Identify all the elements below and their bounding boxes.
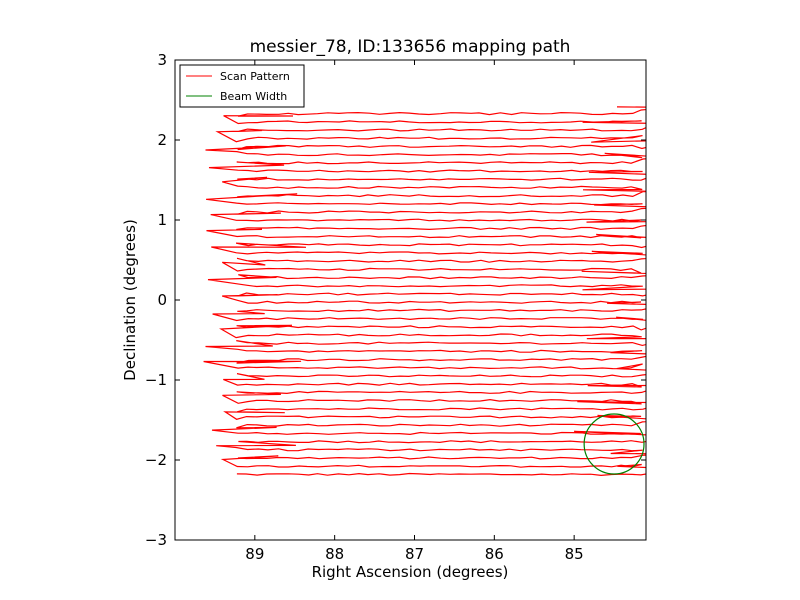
y-tick-label: −1 bbox=[145, 371, 167, 389]
x-axis-label: Right Ascension (degrees) bbox=[312, 563, 509, 581]
y-axis: −3 −2 −1 0 1 2 3 bbox=[145, 51, 646, 549]
scan-pattern-line bbox=[203, 106, 646, 477]
legend-box bbox=[179, 64, 305, 108]
beam-width-series bbox=[583, 413, 645, 475]
legend-scan-label: Scan Pattern bbox=[220, 70, 290, 83]
y-axis-label: Declination (degrees) bbox=[121, 219, 139, 381]
legend-beam-label: Beam Width bbox=[220, 90, 287, 103]
x-tick-label: 85 bbox=[565, 545, 584, 563]
y-tick-label: 3 bbox=[157, 51, 167, 69]
legend: Scan Pattern Beam Width bbox=[179, 64, 305, 108]
beam-width-circle bbox=[583, 413, 645, 475]
y-tick-label: 0 bbox=[157, 291, 167, 309]
plot-frame bbox=[174, 59, 647, 541]
y-tick-label: −3 bbox=[145, 531, 167, 549]
x-tick-label: 86 bbox=[485, 545, 504, 563]
x-tick-label: 89 bbox=[245, 545, 264, 563]
y-tick-label: −2 bbox=[145, 451, 167, 469]
scan-pattern-series bbox=[203, 106, 646, 477]
chart-title: messier_78, ID:133656 mapping path bbox=[250, 37, 571, 57]
y-tick-label: 1 bbox=[157, 211, 167, 229]
x-tick-label: 88 bbox=[325, 545, 344, 563]
x-tick-label: 87 bbox=[405, 545, 424, 563]
x-axis: 89 88 87 86 85 bbox=[245, 60, 584, 563]
y-tick-label: 2 bbox=[157, 131, 167, 149]
